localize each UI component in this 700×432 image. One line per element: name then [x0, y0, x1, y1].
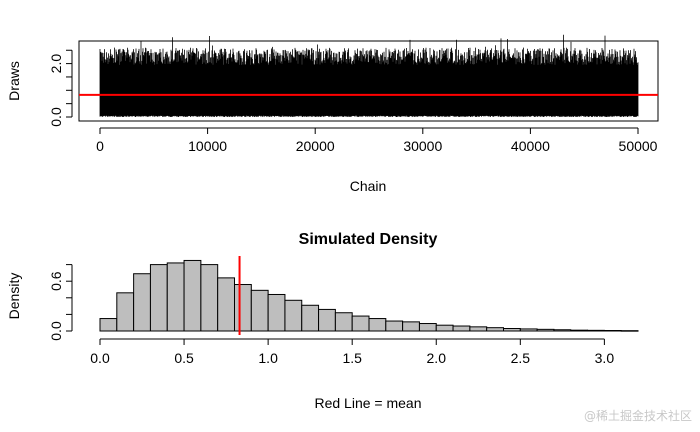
histogram-x-label: Red Line = mean	[314, 395, 421, 411]
trace-x-label: Chain	[350, 178, 387, 194]
histogram-title: Simulated Density	[299, 231, 438, 248]
trace-x-tick-label: 0	[96, 138, 104, 154]
histogram-bar	[503, 328, 521, 332]
histogram-bar	[402, 321, 420, 332]
histogram-bar	[469, 326, 488, 332]
watermark: @稀土掘金技术社区	[583, 409, 692, 423]
trace-series	[99, 34, 639, 117]
histogram-bar	[284, 299, 303, 332]
trace-x-axis: 0 10000 20000 30000 40000 50000	[96, 127, 658, 154]
histogram-bar	[217, 277, 236, 332]
trace-x-tick-label: 50000	[619, 138, 658, 154]
histogram-bar	[620, 330, 639, 332]
histogram-y-label: Density	[6, 273, 22, 320]
trace-y-tick-label: 2.0	[48, 54, 64, 74]
histogram-x-tick-label: 0.0	[90, 350, 110, 366]
histogram-bar	[351, 315, 370, 332]
histogram-x-axis: 0.0 0.5 1.0 1.5 2.0 2.5 3.0	[90, 338, 615, 366]
histogram-x-tick-label: 0.5	[174, 350, 194, 366]
histogram-bar	[486, 327, 505, 332]
histogram-bar	[133, 273, 151, 332]
trace-y-axis: 0.0 2.0	[48, 49, 73, 127]
histogram-bar	[267, 293, 286, 332]
histogram-bar	[149, 264, 168, 332]
histogram-bar	[603, 330, 622, 332]
trace-x-tick-label: 10000	[188, 138, 227, 154]
histogram-y-axis: 0.0 0.6	[48, 264, 73, 341]
trace-x-tick-label: 30000	[403, 138, 442, 154]
trace-y-label: Draws	[6, 61, 22, 101]
histogram-x-tick-label: 1.5	[342, 350, 362, 366]
histogram-bar	[553, 329, 572, 332]
histogram-bar	[536, 328, 555, 332]
histogram-bar	[435, 324, 454, 332]
histogram-bar	[570, 329, 589, 332]
histogram-bar	[587, 329, 605, 332]
histogram-bar	[250, 289, 269, 332]
histogram-bar	[385, 320, 404, 332]
histogram-x-tick-label: 2.5	[511, 350, 531, 366]
histogram-bar	[519, 328, 538, 332]
histogram-bar	[200, 264, 219, 332]
density-histogram: Simulated Density 0.0 0.5 1.0 1.5 2.0 2.5 3.0 …	[6, 231, 639, 411]
histogram-x-tick-label: 3.0	[595, 350, 615, 366]
histogram-bar	[116, 292, 135, 332]
histogram-bar	[418, 323, 437, 332]
histogram-bar	[183, 259, 202, 332]
histogram-bar	[368, 318, 387, 332]
histogram-bar	[234, 284, 252, 332]
histogram-y-tick-label: 0.0	[48, 321, 64, 341]
histogram-y-tick-label: 0.6	[48, 271, 64, 291]
histogram-bar	[166, 262, 185, 332]
histogram-bar	[318, 308, 336, 332]
trace-y-tick-label: 0.0	[48, 107, 64, 127]
histogram-bar	[452, 325, 471, 332]
trace-plot-frame	[78, 40, 659, 122]
trace-lines	[99, 34, 639, 117]
histogram-bars	[99, 259, 639, 332]
trace-x-tick-label: 40000	[511, 138, 550, 154]
histogram-bar	[99, 318, 118, 332]
histogram-x-tick-label: 1.0	[258, 350, 278, 366]
histogram-bar	[334, 312, 353, 332]
trace-plot: 0 10000 20000 30000 40000 50000 0.02.0 Chain …	[6, 34, 659, 194]
histogram-bar	[301, 304, 320, 332]
trace-x-tick-label: 20000	[296, 138, 335, 154]
histogram-x-tick-label: 2.0	[427, 350, 447, 366]
